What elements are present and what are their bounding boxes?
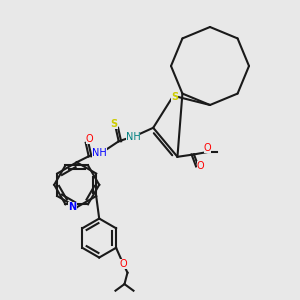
Text: O: O bbox=[204, 143, 211, 153]
Text: N: N bbox=[68, 202, 76, 212]
Text: S: S bbox=[111, 118, 118, 129]
Text: O: O bbox=[197, 161, 204, 171]
Text: NH: NH bbox=[126, 132, 140, 142]
Text: S: S bbox=[171, 92, 178, 102]
Text: O: O bbox=[120, 259, 128, 269]
Text: NH: NH bbox=[92, 148, 107, 158]
Text: O: O bbox=[86, 134, 93, 144]
